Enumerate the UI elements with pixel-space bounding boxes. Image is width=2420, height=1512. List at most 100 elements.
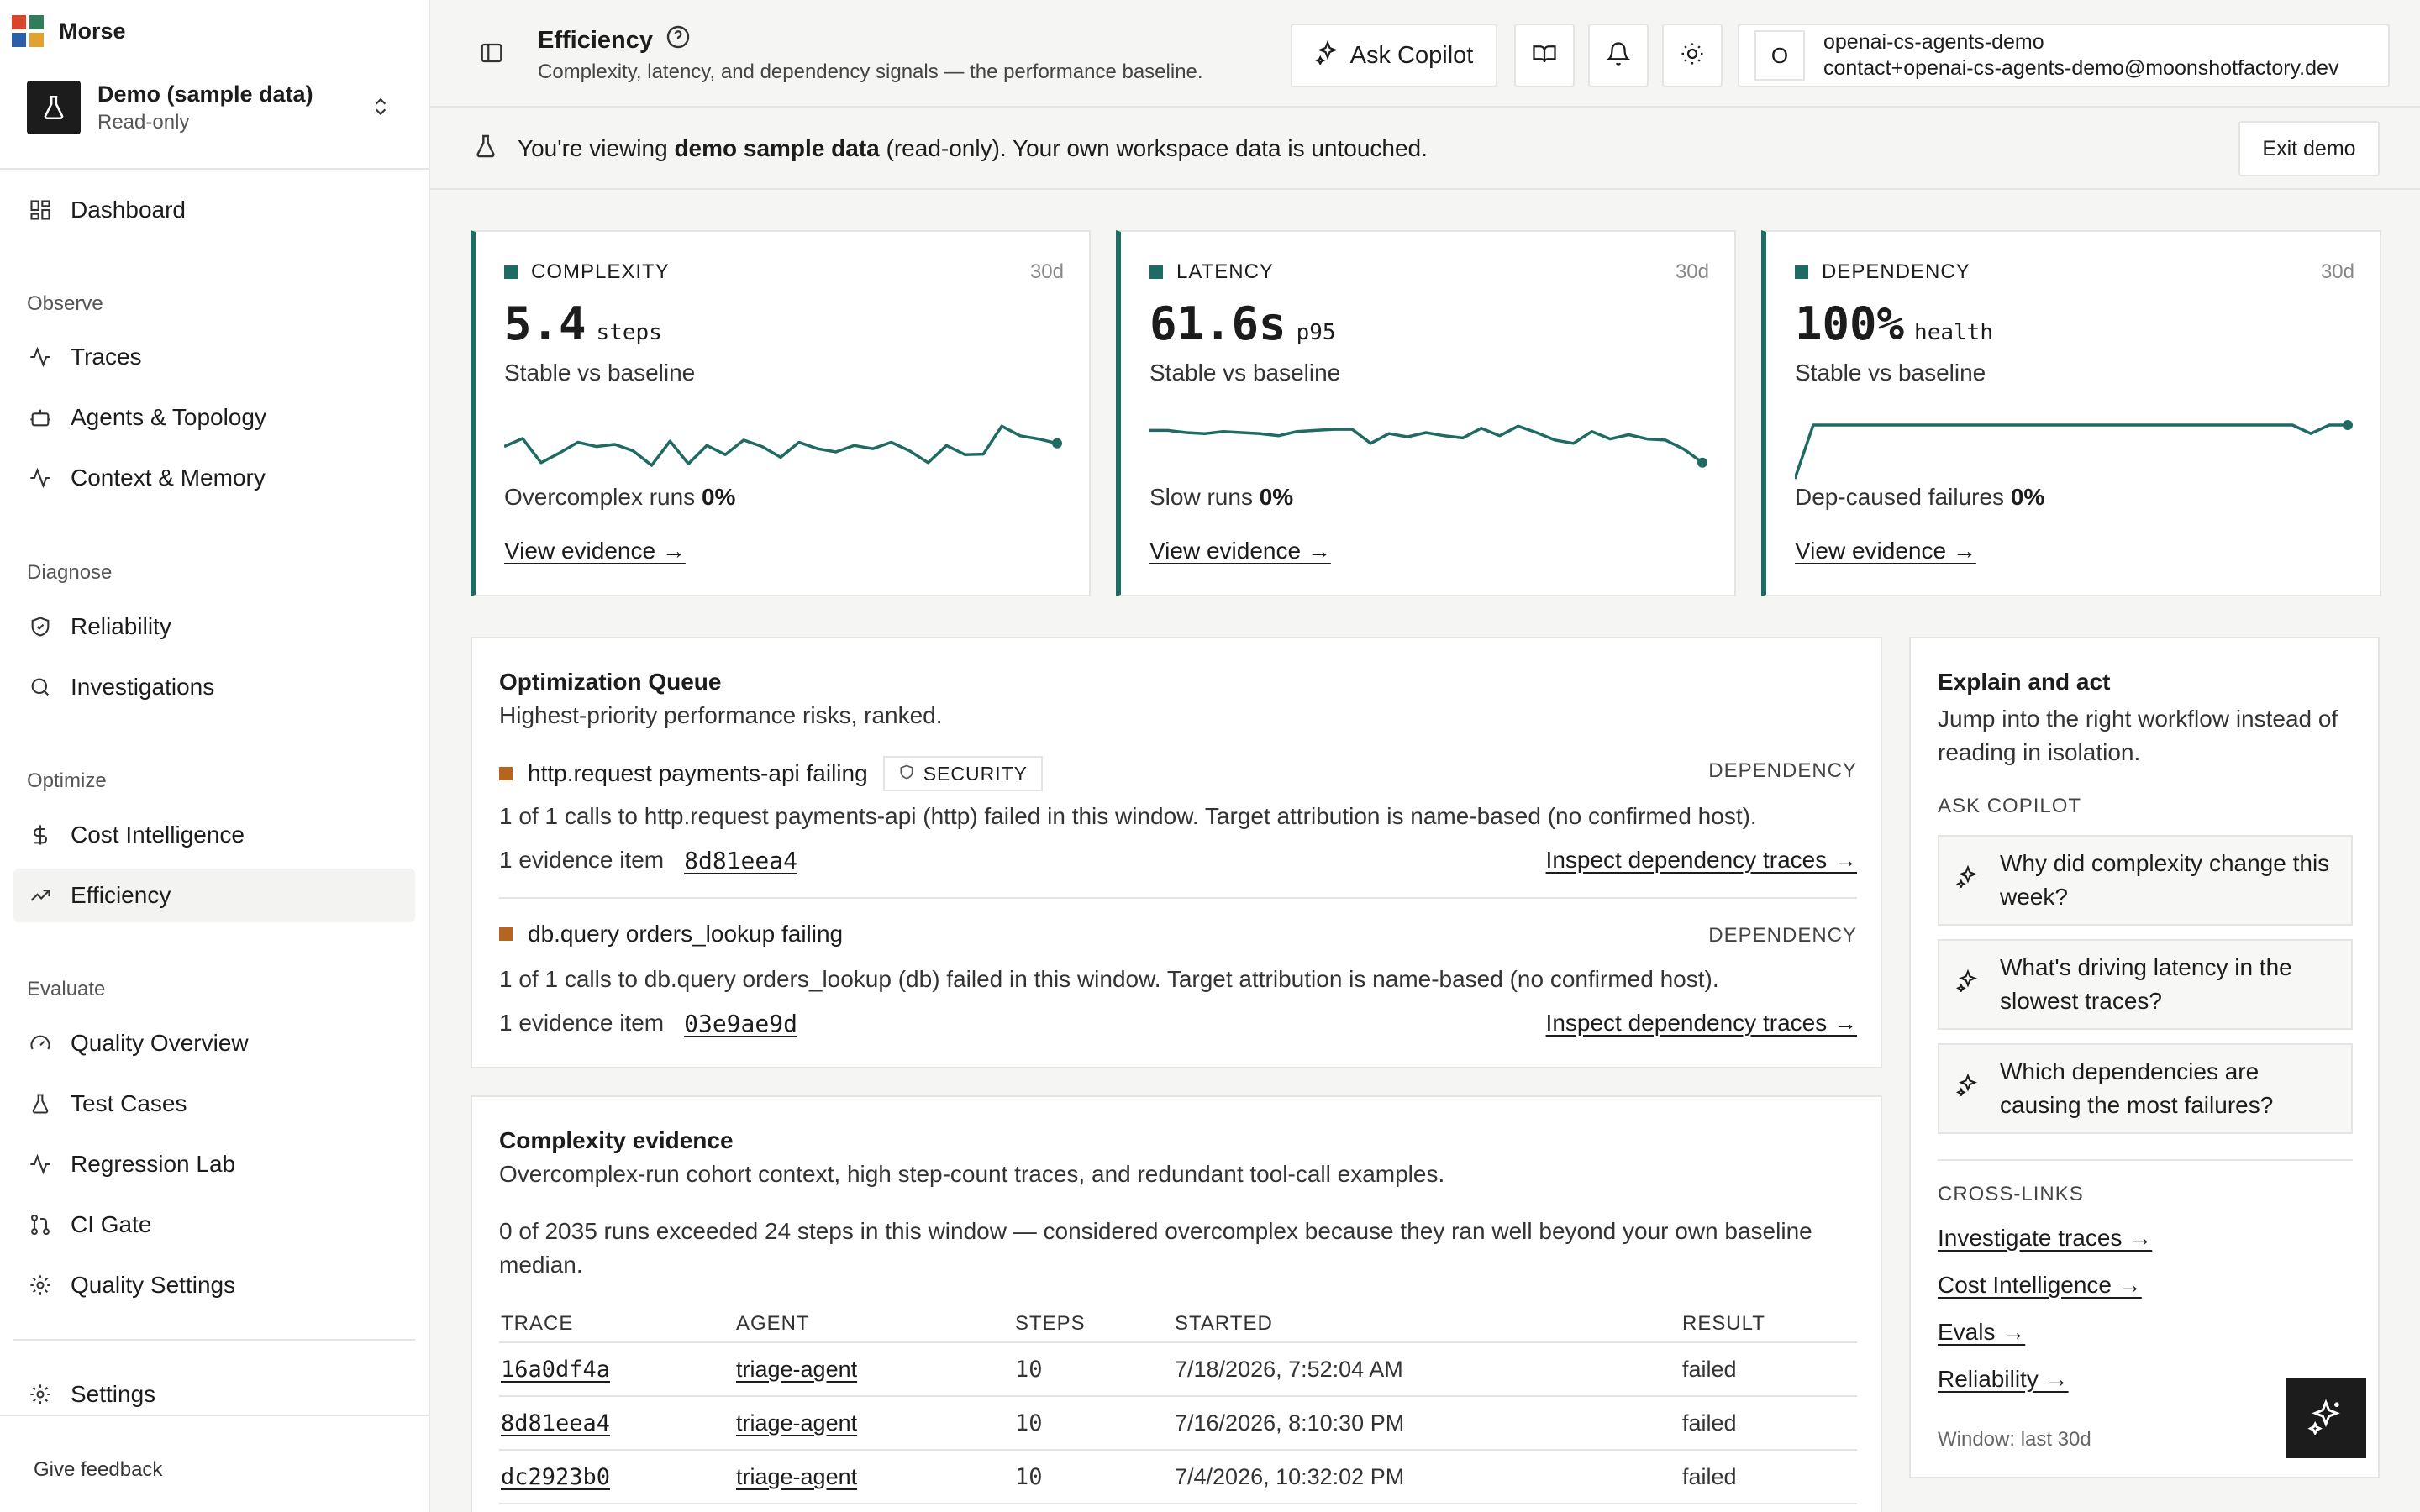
cross-links-section-label: CROSS-LINKS	[1938, 1183, 2084, 1205]
evidence-id-link[interactable]: 03e9ae9d	[684, 1010, 797, 1037]
table-row: 16a0df4a triage-agent 10 7/18/2026, 7:52…	[499, 1342, 1857, 1397]
view-evidence-link[interactable]: View evidence →	[504, 538, 686, 564]
complexity-evidence: Complexity evidence Overcomplex-run coho…	[471, 1095, 1882, 1512]
sidebar-item-cost[interactable]: Cost Intelligence	[13, 808, 415, 862]
sidebar: Morse Demo (sample data) Read-only Dashb…	[0, 0, 430, 1512]
agent-link[interactable]: triage-agent	[736, 1356, 858, 1382]
copilot-question-button[interactable]: Which dependencies are causing the most …	[1938, 1043, 2353, 1134]
ask-copilot-label: Ask Copilot	[1349, 41, 1474, 69]
metric-trend: Stable vs baseline	[1150, 360, 1341, 386]
sidebar-item-label: Agents & Topology	[71, 404, 266, 430]
page-header: Efficiency Complexity, latency, and depe…	[430, 0, 2420, 108]
column-header: STEPS	[1013, 1305, 1173, 1343]
brand-name: Morse	[59, 18, 126, 44]
agent-link[interactable]: triage-agent	[736, 1410, 858, 1436]
sidebar-item-settings[interactable]: Settings	[13, 1368, 415, 1421]
sidebar-item-test-cases[interactable]: Test Cases	[13, 1077, 415, 1131]
workspace-switcher[interactable]: Demo (sample data) Read-only	[27, 77, 413, 138]
metric-label: DEPENDENCY	[1795, 260, 1970, 284]
sidebar-item-investigations[interactable]: Investigations	[13, 660, 415, 714]
sidebar-item-label: Regression Lab	[71, 1151, 236, 1177]
queue-item-category: DEPENDENCY	[1708, 759, 1857, 782]
metric-card-dependency: DEPENDENCY 30d 100% health Stable vs bas…	[1761, 230, 2381, 596]
sidebar-item-quality-overview[interactable]: Quality Overview	[13, 1016, 415, 1070]
sidebar-item-label: Efficiency	[71, 882, 171, 908]
give-feedback-link[interactable]: Give feedback	[34, 1458, 163, 1481]
nav-group-optimize: Optimize	[27, 769, 107, 792]
column-header: AGENT	[734, 1305, 1013, 1343]
trace-link[interactable]: dc2923b0	[501, 1463, 611, 1490]
evidence-id-link[interactable]: 8d81eea4	[684, 847, 797, 874]
activity-icon	[27, 465, 54, 491]
steps-cell: 10	[1013, 1396, 1173, 1451]
sidebar-item-agents[interactable]: Agents & Topology	[13, 391, 415, 444]
copilot-question-button[interactable]: What's driving latency in the slowest tr…	[1938, 939, 2353, 1030]
evals-link[interactable]: Evals →	[1938, 1319, 2026, 1345]
sparkle-icon	[1955, 968, 1980, 1001]
queue-item: http.request payments-api failing SECURI…	[499, 756, 1857, 874]
shield-check-icon	[27, 613, 54, 640]
sparkle-icon	[1314, 39, 1340, 71]
investigate-traces-link[interactable]: Investigate traces →	[1938, 1225, 2153, 1251]
metric-marker	[504, 265, 518, 279]
result-cell: failed	[1681, 1396, 1857, 1451]
sidebar-item-context[interactable]: Context & Memory	[13, 451, 415, 505]
agent-link[interactable]: triage-agent	[736, 1463, 858, 1489]
flask-icon	[472, 133, 499, 165]
steps-cell: 10	[1013, 1450, 1173, 1504]
trace-link[interactable]: 8d81eea4	[501, 1410, 611, 1436]
metric-marker	[1150, 265, 1163, 279]
column-header: TRACE	[499, 1305, 734, 1343]
sidebar-item-quality-settings[interactable]: Quality Settings	[13, 1258, 415, 1312]
reliability-link[interactable]: Reliability →	[1938, 1366, 2069, 1392]
started-cell: 7/16/2026, 8:10:30 PM	[1173, 1396, 1681, 1451]
view-evidence-link[interactable]: View evidence →	[1150, 538, 1331, 564]
queue-subtitle: Highest-priority performance risks, rank…	[499, 702, 943, 728]
queue-item: db.query orders_lookup failing DEPENDENC…	[499, 921, 1857, 1037]
sparkline	[1795, 420, 2353, 480]
workspace-mode: Read-only	[97, 110, 190, 134]
inspect-dependency-traces-link[interactable]: Inspect dependency traces →	[1545, 847, 1857, 873]
metric-trend: Stable vs baseline	[1795, 360, 1986, 386]
help-icon[interactable]	[665, 24, 692, 57]
cost-intelligence-link[interactable]: Cost Intelligence →	[1938, 1272, 2142, 1298]
banner-text: You're viewing demo sample data (read-on…	[518, 135, 1428, 161]
trending-up-icon	[27, 882, 54, 909]
sidebar-item-traces[interactable]: Traces	[13, 330, 415, 384]
dollar-icon	[27, 822, 54, 848]
sidebar-item-ci-gate[interactable]: CI Gate	[13, 1198, 415, 1252]
inspect-dependency-traces-link[interactable]: Inspect dependency traces →	[1545, 1010, 1857, 1036]
sidebar-item-efficiency[interactable]: Efficiency	[13, 869, 415, 922]
sparkline-path	[1150, 424, 1704, 465]
optimization-queue: Optimization Queue Highest-priority perf…	[471, 637, 1882, 1068]
search-icon	[27, 674, 54, 701]
queue-item-description: 1 of 1 calls to db.query orders_lookup (…	[499, 966, 1719, 992]
sidebar-item-label: Quality Overview	[71, 1030, 249, 1056]
book-open-icon	[1532, 41, 1557, 71]
docs-button[interactable]	[1514, 24, 1575, 87]
notifications-button[interactable]	[1588, 24, 1649, 87]
column-header: RESULT	[1681, 1305, 1857, 1343]
exit-demo-button[interactable]: Exit demo	[2238, 121, 2380, 176]
trace-link[interactable]: 16a0df4a	[501, 1356, 611, 1383]
copilot-question-button[interactable]: Why did complexity change this week?	[1938, 835, 2353, 926]
result-cell: failed	[1681, 1450, 1857, 1504]
view-evidence-link[interactable]: View evidence →	[1795, 538, 1976, 564]
sidebar-item-reliability[interactable]: Reliability	[13, 600, 415, 654]
sidebar-item-regression-lab[interactable]: Regression Lab	[13, 1137, 415, 1191]
ask-copilot-button[interactable]: Ask Copilot	[1291, 24, 1497, 87]
activity-icon	[27, 344, 54, 370]
metric-card-complexity: COMPLEXITY 30d 5.4 steps Stable vs basel…	[471, 230, 1091, 596]
sidebar-toggle-icon[interactable]	[479, 40, 504, 70]
shield-icon	[898, 763, 915, 785]
sidebar-item-dashboard[interactable]: Dashboard	[13, 183, 415, 237]
brand[interactable]: Morse	[12, 15, 126, 47]
workspace-name: Demo (sample data)	[97, 81, 313, 107]
theme-toggle-button[interactable]	[1662, 24, 1723, 87]
copilot-fab-button[interactable]	[2286, 1378, 2366, 1458]
user-menu[interactable]: O openai-cs-agents-demo contact+openai-c…	[1738, 24, 2390, 87]
sparkline	[504, 424, 1062, 467]
sparkle-icon	[1955, 864, 1980, 897]
sidebar-item-label: Traces	[71, 344, 142, 370]
sidebar-divider	[0, 1415, 430, 1416]
